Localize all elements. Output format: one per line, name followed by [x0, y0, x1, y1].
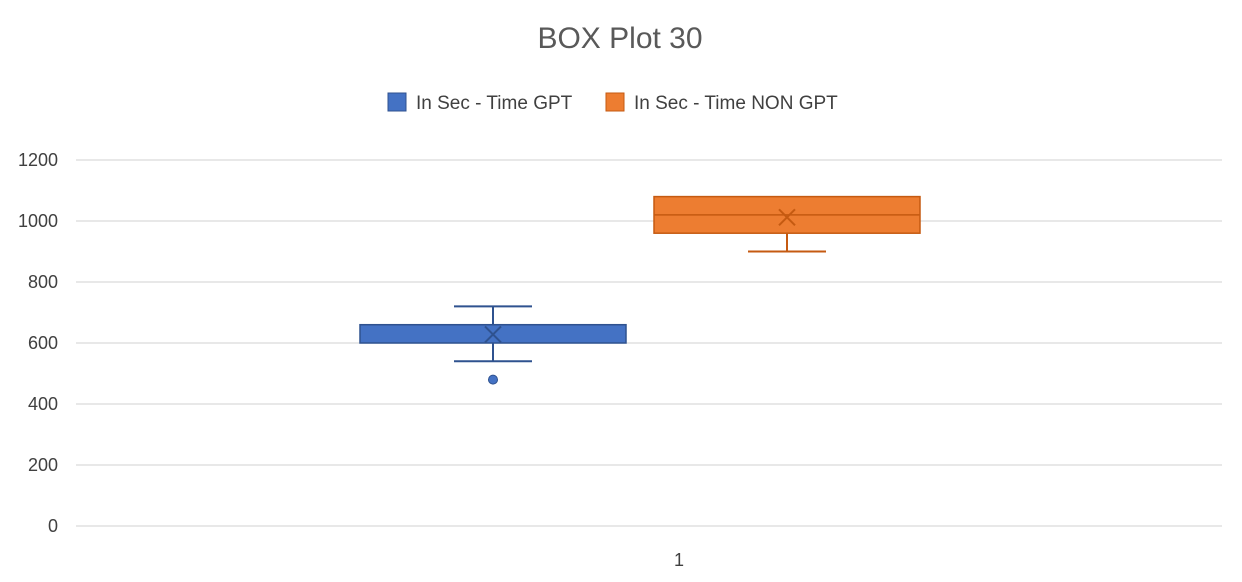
chart-title: BOX Plot 30	[537, 22, 702, 55]
y-axis-tick-labels: 0 200 400 600 800 1000 1200	[18, 150, 58, 536]
legend-swatch-non-gpt	[605, 92, 625, 112]
gridlines	[76, 159, 1222, 527]
x-axis-tick-labels: 1	[674, 550, 684, 570]
y-tick-label: 1200	[18, 150, 58, 170]
y-tick-label: 1000	[18, 211, 58, 231]
y-tick-label: 0	[48, 516, 58, 536]
y-tick-label: 600	[28, 333, 58, 353]
box-series	[359, 195, 921, 385]
mean-marker-stroke-b	[484, 325, 502, 344]
legend-swatch-gpt	[387, 92, 407, 112]
legend-label-gpt: In Sec - Time GPT	[416, 93, 573, 114]
box-series-non-gpt	[653, 195, 921, 253]
mean-marker-stroke-b	[778, 208, 796, 227]
legend-label-non-gpt: In Sec - Time NON GPT	[634, 93, 838, 114]
y-tick-label: 800	[28, 272, 58, 292]
box-series-gpt	[359, 305, 627, 385]
outlier-point	[488, 374, 498, 385]
x-tick-label: 1	[674, 550, 684, 570]
y-tick-label: 200	[28, 455, 58, 475]
y-tick-label: 400	[28, 394, 58, 414]
legend: In Sec - Time GPT In Sec - Time NON GPT	[387, 92, 838, 114]
